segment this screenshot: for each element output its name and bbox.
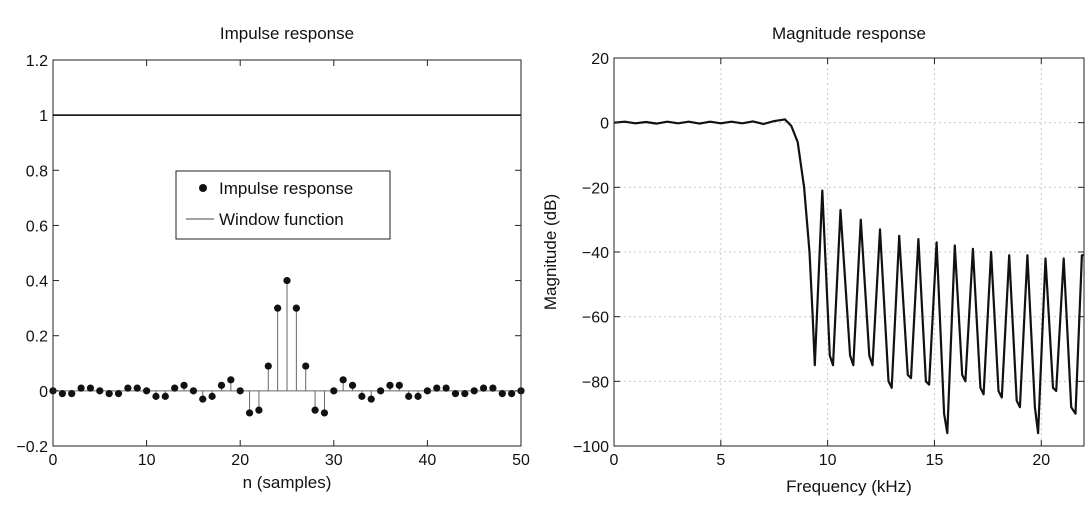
impulse-ytick-label: 0.2: [26, 329, 48, 346]
impulse-xtick-label: 30: [325, 452, 343, 469]
impulse-point: [320, 409, 329, 417]
impulse-xtick-label: 20: [231, 452, 249, 469]
impulse-point: [96, 387, 104, 395]
magnitude-xtick-label: 0: [610, 452, 619, 469]
impulse-point: [311, 406, 319, 414]
magnitude-xtick-label: 20: [1032, 452, 1050, 469]
impulse-point: [161, 392, 169, 400]
impulse-point: [405, 392, 413, 400]
magnitude-ytick-label: 20: [591, 51, 609, 68]
impulse-point: [143, 387, 151, 395]
impulse-xtick-label: 50: [512, 452, 530, 469]
impulse-point: [86, 384, 95, 392]
impulse-point: [189, 387, 197, 395]
impulse-point: [264, 362, 272, 370]
impulse-point: [414, 392, 422, 400]
impulse-response-panel: Impulse response 0 10 20 30 40 50−0.200.20.40…: [16, 24, 530, 492]
impulse-point: [423, 387, 431, 395]
impulse-point: [367, 395, 375, 403]
impulse-point: [302, 362, 310, 370]
magnitude-xtick-label: 15: [926, 452, 944, 469]
impulse-ytick-label: 0.8: [26, 163, 48, 180]
impulse-point: [292, 304, 300, 312]
magnitude-ylabel: Magnitude (dB): [541, 194, 560, 310]
impulse-point: [358, 392, 366, 400]
legend-marker-impulse: [199, 184, 207, 192]
impulse-point: [283, 276, 291, 285]
legend-box: [175, 170, 391, 240]
impulse-xtick-label: 0: [49, 452, 58, 469]
impulse-point: [479, 384, 488, 392]
legend-label-window: Window function: [219, 210, 344, 229]
impulse-point: [105, 390, 113, 398]
impulse-point: [348, 381, 357, 389]
magnitude-ytick-label: −100: [573, 439, 609, 456]
impulse-point: [68, 390, 76, 398]
magnitude-ytick-label: 0: [600, 116, 609, 133]
impulse-point: [461, 390, 469, 398]
legend-label-impulse: Impulse response: [219, 179, 353, 198]
magnitude-response-panel: Magnitude response 0 5 10 15 20 −100 −80 −60 −40…: [541, 24, 1085, 496]
impulse-point: [451, 390, 460, 398]
impulse-point: [274, 304, 282, 312]
impulse-point: [124, 384, 132, 392]
impulse-ytick-label: 0: [39, 384, 48, 401]
impulse-point: [180, 381, 188, 389]
impulse-point: [227, 376, 235, 384]
impulse-xlabel: n (samples): [243, 473, 332, 492]
impulse-point: [208, 392, 216, 400]
impulse-ytick-label: 1.2: [26, 53, 48, 70]
magnitude-xtick-label: 10: [819, 452, 837, 469]
impulse-point: [330, 387, 338, 395]
impulse-xtick-label: 10: [138, 452, 156, 469]
impulse-ticks: 0 10 20 30 40 50−0.200.20.40.60.811.2: [16, 53, 530, 469]
impulse-point: [508, 390, 516, 398]
impulse-plot-area: [49, 114, 525, 417]
impulse-point: [470, 387, 478, 395]
impulse-ytick-label: 0.6: [26, 218, 48, 235]
impulse-ytick-label: 0.4: [26, 274, 48, 291]
magnitude-ytick-label: −80: [582, 374, 609, 391]
impulse-point: [133, 384, 141, 392]
impulse-point: [433, 384, 441, 392]
magnitude-plot-area: [613, 118, 1084, 435]
impulse-point: [339, 376, 347, 384]
magnitude-ytick-label: −40: [582, 245, 609, 262]
impulse-title: Impulse response: [220, 24, 354, 43]
magnitude-xtick-label: 5: [716, 452, 725, 469]
impulse-point: [498, 390, 506, 398]
impulse-point: [58, 390, 66, 398]
magnitude-grid: [613, 57, 1084, 447]
impulse-legend: Impulse response Window function: [175, 170, 391, 240]
impulse-point: [152, 392, 160, 400]
impulse-point: [442, 384, 450, 392]
impulse-point: [255, 406, 263, 414]
impulse-point: [77, 384, 85, 392]
impulse-point: [217, 381, 226, 389]
magnitude-ytick-label: −20: [582, 180, 609, 197]
impulse-point: [199, 395, 207, 403]
impulse-ytick-label: 1: [39, 108, 48, 125]
magnitude-ytick-label: −60: [582, 310, 609, 327]
impulse-axes-frame: [52, 59, 522, 447]
impulse-point: [395, 381, 403, 389]
magnitude-title: Magnitude response: [772, 24, 926, 43]
impulse-point: [489, 384, 497, 392]
impulse-point: [377, 387, 385, 395]
magnitude-ticks: 0 5 10 15 20 −100 −80 −60 −40 −20 0 20: [573, 51, 1084, 469]
magnitude-curve: [613, 118, 1084, 435]
impulse-point: [386, 381, 394, 389]
magnitude-xlabel: Frequency (kHz): [786, 477, 912, 496]
impulse-xtick-label: 40: [419, 452, 437, 469]
impulse-ytick-label: −0.2: [16, 439, 48, 456]
impulse-point: [236, 387, 244, 395]
impulse-point: [171, 384, 179, 392]
impulse-point: [114, 390, 123, 398]
impulse-point: [245, 409, 254, 417]
